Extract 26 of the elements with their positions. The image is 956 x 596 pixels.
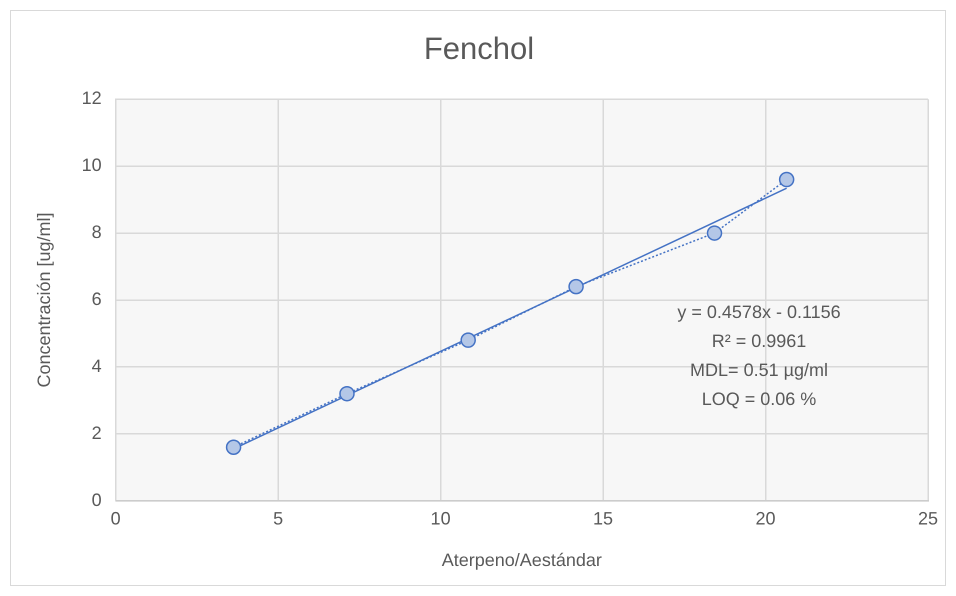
- annotation: LOQ = 0.06 %: [702, 389, 816, 410]
- y-tick-label: 4: [92, 356, 102, 376]
- x-tick-label: 0: [110, 508, 121, 529]
- y-tick-label: 6: [92, 288, 102, 309]
- x-axis-title: Aterpeno/Aestándar: [442, 550, 602, 570]
- point: [706, 225, 722, 241]
- y-tick-label: 12: [82, 88, 102, 108]
- y-tick-label: 10: [82, 155, 102, 176]
- x-tick-label: 5: [273, 508, 284, 529]
- y-tick-label: 0: [92, 490, 102, 510]
- point: [339, 386, 355, 402]
- x-tick-label: 25: [918, 508, 938, 529]
- point: [226, 440, 242, 456]
- x-tick-label: 15: [593, 508, 614, 529]
- y-tick-label: 8: [92, 222, 102, 242]
- x-tick-label: 20: [756, 508, 776, 529]
- y-tick-label: 2: [92, 422, 102, 443]
- annotation: MDL= 0.51 µg/ml: [690, 360, 828, 380]
- point: [568, 278, 584, 294]
- point: [460, 332, 476, 348]
- y-axis-title: Concentración [ug/ml]: [34, 212, 54, 388]
- annotation: R² = 0.9961: [712, 331, 806, 352]
- annotation: y = 0.4578x - 0.1156: [677, 302, 841, 322]
- point: [778, 172, 794, 188]
- x-tick-label: 10: [430, 508, 451, 529]
- chart-title: Fenchol: [424, 31, 534, 66]
